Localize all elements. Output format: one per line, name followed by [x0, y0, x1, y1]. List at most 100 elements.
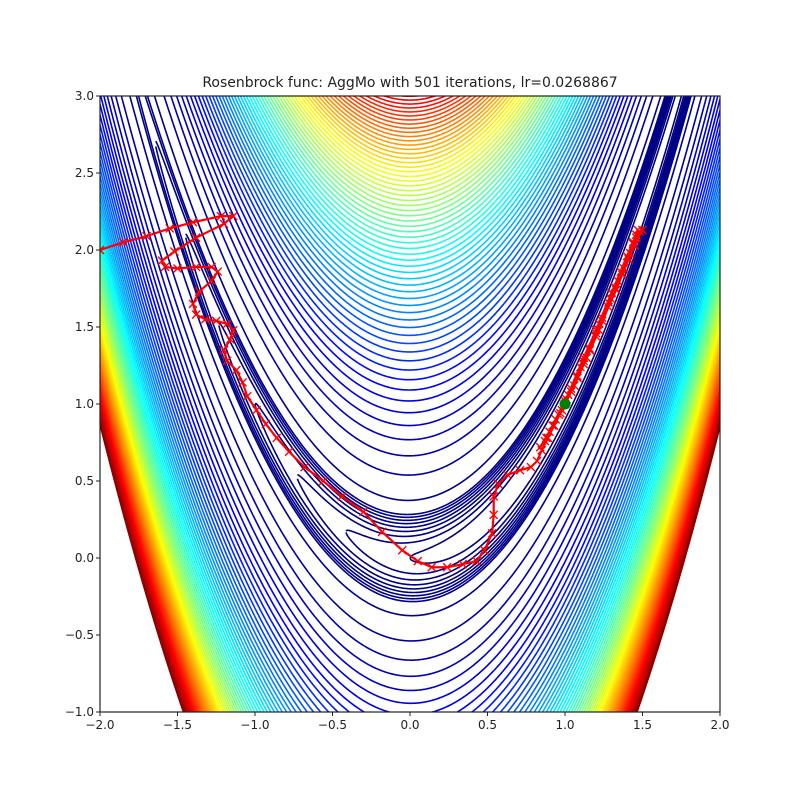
plot-area [100, 96, 720, 712]
contour-line-59-lower-0 [100, 361, 208, 712]
trajectory-marker-83 [582, 353, 592, 363]
contour-line-13-upper-0 [175, 96, 643, 441]
trajectory-marker-2 [142, 231, 151, 241]
contour-line-62-lower-0 [100, 373, 203, 712]
contour-line-41-upper-0 [268, 96, 551, 222]
trajectory-marker-44 [472, 556, 482, 566]
trajectory-marker-42 [442, 562, 452, 572]
contour-line-40-lower-0 [100, 270, 245, 712]
x-tick-label-0: −2.0 [85, 718, 114, 732]
trajectory-marker-87 [631, 233, 641, 243]
contour-line-64-upper-0 [352, 96, 467, 117]
contour-line-36-upper-0 [254, 96, 565, 250]
contour-line-54-lower-1 [605, 341, 720, 712]
contour-line-40-upper-0 [266, 96, 554, 228]
trajectory-marker-38 [377, 527, 387, 537]
trajectory-marker-3 [165, 223, 175, 233]
contour-line-68-lower-1 [626, 399, 720, 712]
contour-line-43-lower-0 [100, 286, 238, 712]
contour-line-24-lower-1 [518, 172, 720, 712]
contour-line-38-lower-0 [100, 259, 251, 712]
trajectory-marker-95 [540, 436, 550, 446]
contour-line-30-lower-0 [100, 211, 276, 712]
trajectory-marker-47 [489, 510, 499, 520]
contour-line-15-upper-0 [185, 96, 633, 414]
trajectory-marker-102 [628, 239, 638, 249]
trajectory-marker-50 [503, 470, 513, 480]
contour-line-53-lower-1 [603, 337, 720, 712]
contour-line-56-lower-0 [100, 348, 213, 712]
contour-line-2-lower-0 [345, 96, 685, 575]
trajectory-marker-79 [535, 442, 545, 452]
contour-line-24-upper-0 [218, 96, 601, 329]
trajectory-marker-32 [272, 433, 282, 443]
contour-line-66-lower-0 [100, 389, 197, 712]
contour-line-47-lower-1 [591, 309, 720, 712]
trajectory-marker-16 [207, 276, 217, 286]
contour-line-35-lower-1 [562, 245, 720, 712]
x-tick-label-1: −1.5 [163, 718, 192, 732]
contour-line-22-lower-0 [100, 151, 315, 712]
contour-line-52-lower-1 [601, 332, 720, 712]
contour-line-57-lower-0 [100, 352, 211, 712]
trajectory-marker-20 [200, 314, 210, 324]
contour-line-64-lower-1 [621, 383, 720, 712]
contour-line-18-upper-0 [197, 96, 622, 381]
contour-line-14-lower-0 [106, 96, 716, 692]
contour-line-25-lower-0 [100, 175, 298, 712]
contour-line-39-lower-0 [100, 265, 248, 712]
contour-line-53-upper-0 [306, 96, 513, 164]
x-tick-label-8: 2.0 [710, 718, 729, 732]
trajectory-marker-86 [619, 263, 629, 273]
contour-line-25-upper-0 [221, 96, 598, 321]
contour-line-39-lower-1 [573, 268, 720, 712]
contour-line-70-lower-1 [629, 407, 720, 712]
x-tick-label-3: −0.5 [318, 718, 347, 732]
contour-line-20-lower-1 [491, 139, 720, 712]
contour-line-43-lower-1 [582, 289, 720, 712]
trajectory-marker-12 [173, 263, 182, 273]
contour-line-49-upper-0 [293, 96, 526, 182]
contour-line-74-lower-0 [100, 420, 186, 712]
contour-line-30-lower-1 [545, 214, 720, 712]
contour-line-11-upper-0 [163, 96, 654, 476]
trajectory-marker-37 [359, 507, 368, 517]
trajectory-marker-19 [191, 310, 201, 320]
trajectory-marker-11 [160, 262, 170, 272]
trajectory-marker-77 [554, 410, 564, 420]
contour-line-33-lower-1 [555, 233, 720, 712]
x-tick-label-6: 1.0 [555, 718, 574, 732]
contour-line-9-upper-0 [146, 96, 666, 516]
contour-line-74-lower-1 [634, 422, 720, 712]
trajectory-marker-13 [191, 262, 201, 272]
contour-line-63-upper-0 [347, 96, 473, 121]
contour-line-59-upper-0 [329, 96, 491, 138]
contour-line-71-lower-0 [100, 409, 190, 712]
contour-line-33-lower-0 [100, 230, 265, 712]
trajectory-marker-15 [213, 267, 223, 277]
contour-line-50-upper-0 [296, 96, 523, 178]
contour-line-12-upper-0 [170, 96, 648, 457]
x-axis: −2.0 −1.5 −1.0 −0.5 0.0 0.5 1.0 1.5 2.0 [85, 712, 730, 732]
trajectory-marker-60 [572, 373, 582, 383]
trajectory-marker-36 [337, 491, 347, 501]
contour-line-16-lower-0 [100, 96, 720, 712]
trajectory-marker-7 [219, 219, 229, 229]
contour-line-65-lower-1 [622, 387, 720, 712]
contour-line-31-upper-0 [239, 96, 580, 280]
y-tick-label-3: 0.5 [75, 474, 94, 488]
contour-line-49-lower-1 [595, 318, 720, 712]
contour-line-68-upper-0 [381, 96, 438, 101]
contour-line-46-lower-0 [100, 301, 232, 712]
contour-line-40-lower-1 [575, 273, 720, 712]
x-tick-label-5: 0.5 [478, 718, 497, 732]
contour-line-19-lower-0 [100, 124, 340, 712]
y-tick-label-2: 0.0 [75, 551, 94, 565]
trajectory-marker-30 [252, 405, 262, 415]
contour-line-54-upper-0 [310, 96, 510, 159]
contour-line-21-upper-0 [208, 96, 611, 353]
contour-line-62-lower-1 [618, 375, 720, 712]
trajectory-marker-26 [222, 356, 232, 366]
contour-line-16-upper-0 [189, 96, 629, 402]
